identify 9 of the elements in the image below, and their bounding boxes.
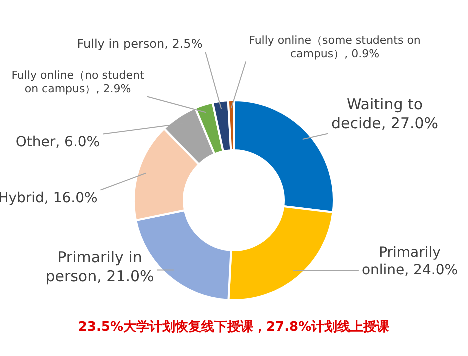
text: 23.5%大学计划恢复线下授课，27.8%计划线上授课 <box>77 319 391 336</box>
slice-label: Fully in person, 2.5% <box>77 37 203 52</box>
slice-label: Waiting to decide, 27.0% <box>331 96 439 132</box>
slice-label: Hybrid, 16.0% <box>0 190 98 207</box>
slice-label: Primarily in person, 21.0% <box>46 248 154 286</box>
slice-label: Fully online（no student on campus）, 2.9% <box>12 68 145 96</box>
slice-label: Other, 6.0% <box>16 134 100 151</box>
slice-label: Fully online（some students on campus）, 0.9% <box>249 34 421 61</box>
slice-label: Primarily online, 24.0% <box>362 244 458 278</box>
